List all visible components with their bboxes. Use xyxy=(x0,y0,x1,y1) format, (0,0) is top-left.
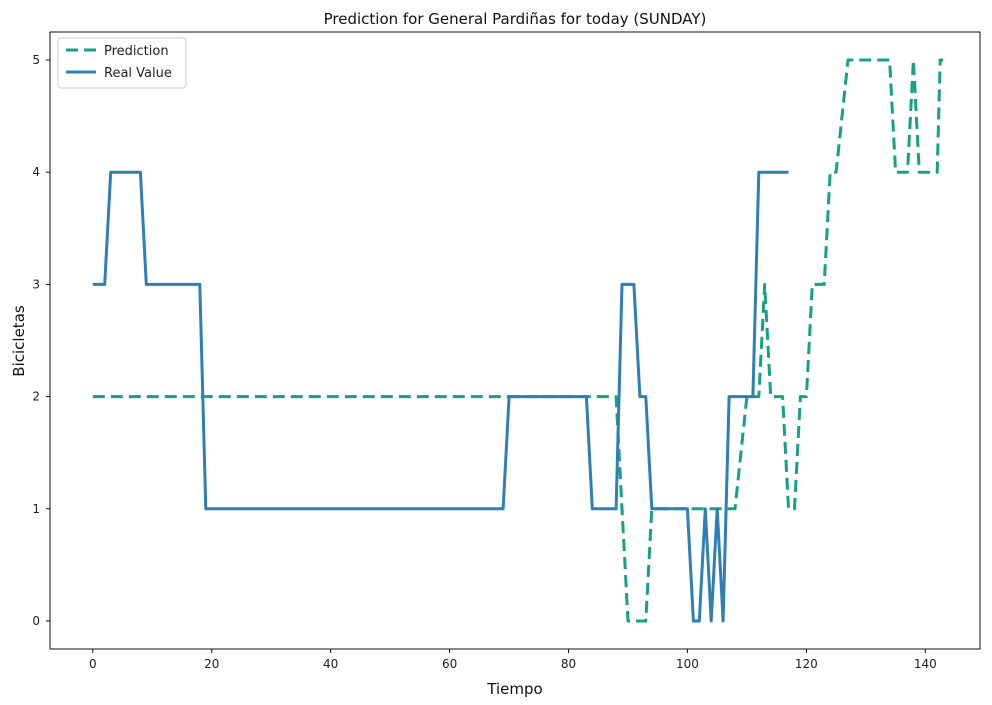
legend: Prediction Real Value xyxy=(57,37,187,89)
x-tick-label: 0 xyxy=(89,657,97,671)
x-tick-label: 120 xyxy=(795,657,818,671)
x-tick-label: 40 xyxy=(323,657,338,671)
y-axis-label: Bicicletas xyxy=(10,305,28,377)
legend-label-prediction: Prediction xyxy=(104,44,169,59)
y-tick-label: 5 xyxy=(32,53,40,67)
y-tick-label: 4 xyxy=(32,165,40,179)
series-line-prediction xyxy=(92,58,944,623)
legend-label-real-value: Real Value xyxy=(104,66,172,81)
y-axis-ticks: 0 1 2 3 4 5 xyxy=(32,53,50,628)
y-tick-label: 1 xyxy=(32,502,40,516)
series-layer xyxy=(92,58,944,623)
x-tick-label: 80 xyxy=(561,657,576,671)
plot-frame xyxy=(49,31,981,650)
x-tick-label: 20 xyxy=(204,657,219,671)
x-axis-ticks: 0 20 40 60 80 100 120 140 xyxy=(89,649,937,671)
chart-title: Prediction for General Pardiñas for toda… xyxy=(324,10,707,28)
x-tick-label: 140 xyxy=(914,657,937,671)
x-tick-label: 60 xyxy=(442,657,457,671)
y-tick-label: 0 xyxy=(32,614,40,628)
x-tick-label: 100 xyxy=(676,657,699,671)
series-line-real-value xyxy=(92,170,789,623)
y-tick-label: 2 xyxy=(32,390,40,404)
y-tick-label: 3 xyxy=(32,277,40,291)
x-axis-label: Tiempo xyxy=(486,680,542,698)
